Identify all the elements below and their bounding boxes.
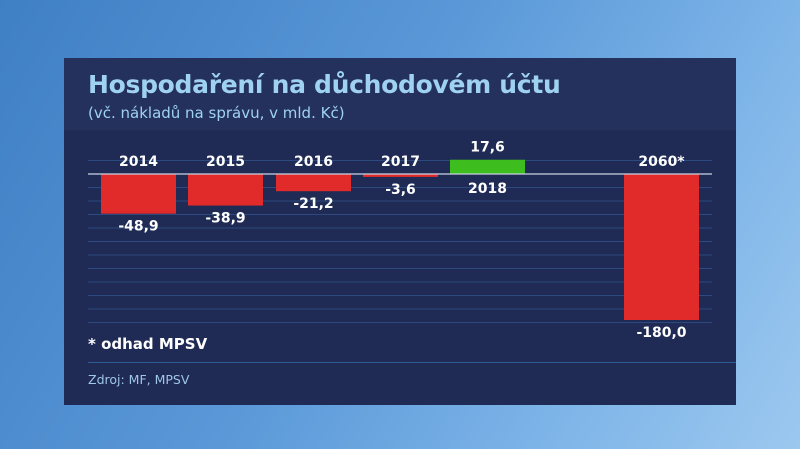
value-label: -38,9 [205, 211, 245, 227]
value-label: -3,6 [385, 182, 416, 198]
category-label: 2060* [638, 154, 685, 170]
category-label: 2017 [381, 154, 420, 170]
chart-panel: Hospodaření na důchodovém účtu (vč. nákl… [64, 58, 736, 405]
category-label: 2014 [119, 154, 158, 170]
value-label: -180,0 [636, 325, 686, 341]
bar-2060* [624, 174, 699, 320]
bar-2015 [188, 174, 263, 206]
divider [88, 362, 736, 363]
chart-subtitle: (vč. nákladů na správu, v mld. Kč) [88, 104, 345, 122]
value-label: 17,6 [470, 140, 505, 156]
category-label: 2015 [206, 154, 245, 170]
bar-2014 [101, 174, 176, 214]
chart-header: Hospodaření na důchodovém účtu (vč. nákl… [64, 58, 736, 130]
source-text: Zdroj: MF, MPSV [88, 372, 190, 387]
chart-title: Hospodaření na důchodovém účtu [88, 70, 561, 99]
bar-2017 [363, 174, 438, 177]
category-label: 2018 [468, 181, 507, 197]
footnote: * odhad MPSV [88, 335, 208, 353]
value-label: -48,9 [118, 219, 158, 235]
bar-2016 [276, 174, 351, 192]
bar-2018 [450, 159, 525, 174]
category-label: 2016 [294, 154, 333, 170]
value-label: -21,2 [293, 196, 333, 212]
bar-chart: 2014 -48,9 2015 -38,9 2016 -21,2 2017 -3,6 2018 1… [88, 140, 712, 341]
